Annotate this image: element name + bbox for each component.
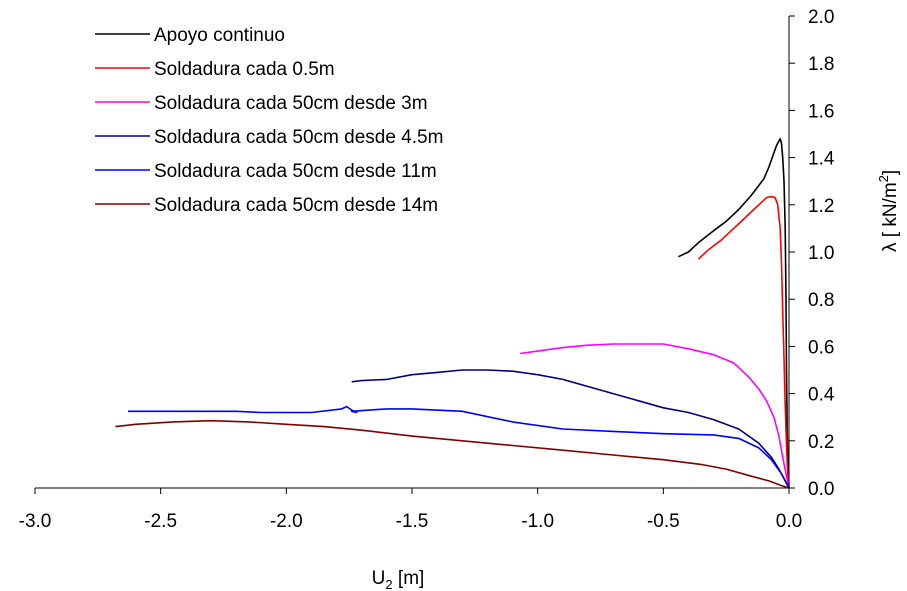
y-axis-title-sup: 2 [876,175,891,182]
legend-label-2: Soldadura cada 0.5m [154,59,335,80]
y-tick-label: 1.6 [808,101,834,122]
y-tick-label: 0.6 [808,337,834,358]
series-line-4 [351,369,790,489]
x-axis-title: U2 [m] [372,568,425,591]
y-tick-label: 1.0 [808,243,834,264]
legend-label-1: Apoyo continuo [154,25,285,46]
y-tick-label: 2.0 [808,7,834,28]
x-tick-label: 0.0 [776,511,802,532]
series-line-6 [115,419,790,489]
y-tick-label: 1.4 [808,149,835,170]
legend-label-4: Soldadura cada 50cm desde 4.5m [154,127,443,148]
y-ticks: 0.0 0.2 0.4 0.6 0.8 1.0 1.2 1.4 1.6 1.8 2.0 [789,7,835,500]
y-tick-label: 0.4 [808,385,835,406]
x-tick-label: -1.0 [521,511,554,532]
y-tick-label: 0.8 [808,290,834,311]
legend-label-6: Soldadura cada 50cm desde 14m [154,195,438,216]
x-axis-title-main: U [372,568,386,589]
series-line-3 [519,343,790,489]
y-axis-title: λ [ kN/m2] [876,170,901,252]
x-tick-label: -1.5 [396,511,429,532]
y-axis-title-main: λ [ kN/m [880,182,901,252]
y-tick-label: 0.0 [808,479,834,500]
legend-label-5: Soldadura cada 50cm desde 11m [154,161,437,182]
series-line-1 [678,137,790,489]
x-tick-label: -0.5 [647,511,680,532]
axes [35,16,790,489]
x-tick-label: -2.0 [270,511,303,532]
series-line-5 [128,405,790,489]
x-tick-label: -2.5 [144,511,177,532]
legend: Apoyo continuo Soldadura cada 0.5m Soldadu… [95,25,443,216]
x-ticks: -3.0 -2.5 -2.0 -1.5 -1.0 -0.5 0.0 [19,488,802,532]
x-axis-title-sub: 2 [385,577,392,591]
x-axis-title-rest: [m] [393,568,425,589]
y-tick-label: 1.8 [808,54,834,75]
y-tick-label: 1.2 [808,196,834,217]
legend-label-3: Soldadura cada 50cm desde 3m [154,93,428,114]
x-tick-label: -3.0 [19,511,52,532]
series-layer [115,137,790,489]
series-line-2 [697,195,790,489]
y-tick-label: 0.2 [808,432,834,453]
y-axis-title-close: ] [880,170,901,175]
